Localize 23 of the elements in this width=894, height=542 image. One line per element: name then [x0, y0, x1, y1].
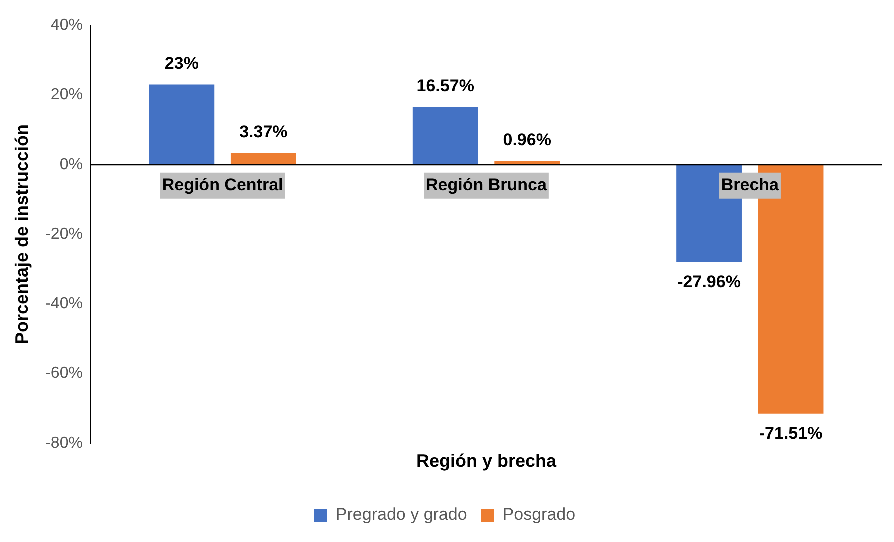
bar: [230, 153, 296, 165]
data-label: 3.37%: [240, 122, 288, 142]
y-tick-label: -60%: [46, 365, 83, 382]
x-tick-label: Región Central: [162, 176, 284, 195]
data-label: 16.57%: [416, 76, 474, 96]
y-tick-label: -40%: [46, 296, 83, 313]
bar: [412, 107, 478, 165]
y-tick-label: 40%: [50, 17, 83, 34]
legend-label: Pregrado y grado: [336, 505, 468, 524]
x-axis-title: Región y brecha: [416, 451, 558, 472]
y-tick-label: -80%: [46, 434, 83, 452]
x-tick-label: Región Brunca: [426, 176, 548, 195]
data-label: -71.51%: [759, 424, 823, 444]
data-label: 0.96%: [503, 130, 552, 150]
bar: [149, 84, 215, 165]
x-tick-label: Brecha: [721, 176, 780, 195]
legend-label: Posgrado: [502, 505, 576, 524]
y-axis-title: Porcentaje de instrucción: [12, 124, 32, 345]
y-tick-label: 20%: [50, 86, 83, 104]
y-tick-label: -20%: [46, 226, 83, 243]
y-tick-label: 0%: [60, 156, 83, 174]
data-label: 23%: [164, 54, 199, 73]
data-label: -27.96%: [678, 272, 741, 292]
